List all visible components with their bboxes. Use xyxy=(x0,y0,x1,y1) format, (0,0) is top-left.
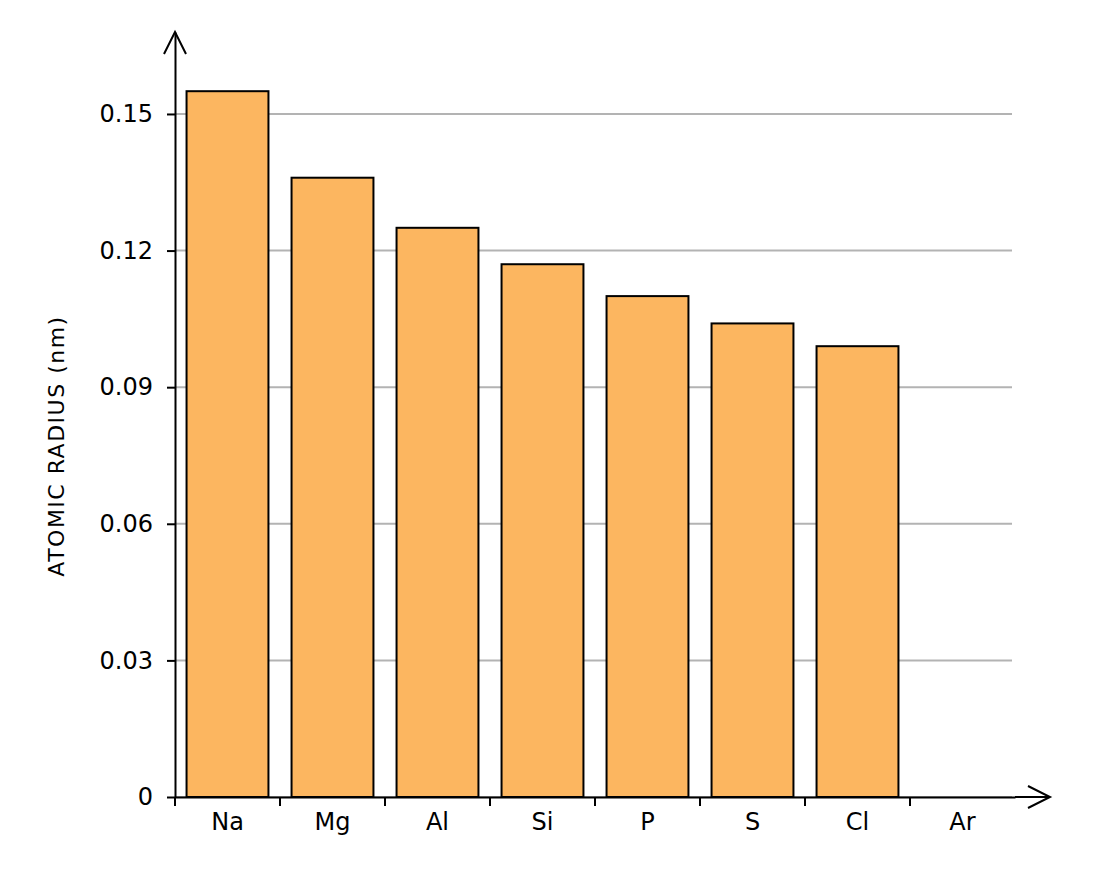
x-divider xyxy=(279,797,281,806)
y-tick-label: 0.06 xyxy=(100,510,153,538)
y-tick-mark xyxy=(167,660,175,662)
y-tick: 0.15 xyxy=(100,100,175,128)
x-tick-label: S xyxy=(745,808,760,836)
y-axis: 0 0.03 0.06 0.09 0.12 0.15 xyxy=(100,33,176,812)
y-tick-label: 0.09 xyxy=(100,373,153,401)
x-divider xyxy=(594,797,596,806)
y-tick-label: 0.03 xyxy=(100,647,153,675)
x-axis: Na Mg Al Si P S Cl Ar xyxy=(176,797,1016,836)
bar xyxy=(607,296,689,797)
x-tick: Na xyxy=(211,797,244,836)
x-tick: Cl xyxy=(846,797,869,836)
x-divider xyxy=(489,797,491,806)
y-tick-mark xyxy=(167,387,175,389)
y-tick: 0.06 xyxy=(100,510,175,538)
x-divider xyxy=(804,797,806,806)
x-divider xyxy=(384,797,386,806)
chart: 0 0.03 0.06 0.09 0.12 0.15 Na Mg Al Si P S Cl Ar ATOMI… xyxy=(0,0,1100,882)
y-axis-arrow xyxy=(164,32,186,54)
grid-line xyxy=(175,113,1012,115)
bar xyxy=(817,346,899,797)
bar xyxy=(502,264,584,797)
y-axis-title: ATOMIC RADIUS (nm) xyxy=(44,315,69,576)
x-tick: Ar xyxy=(949,797,975,836)
x-tick-label: Al xyxy=(426,808,449,836)
y-tick-label: 0 xyxy=(138,783,153,811)
bar xyxy=(292,178,374,797)
y-tick-mark xyxy=(167,797,175,799)
x-tick-label: Cl xyxy=(846,808,869,836)
x-axis-extension xyxy=(1015,796,1050,798)
y-tick-label: 0.15 xyxy=(100,100,153,128)
y-tick-label: 0.12 xyxy=(100,237,153,265)
y-tick: 0 xyxy=(138,783,175,811)
y-tick: 0.12 xyxy=(100,237,175,265)
x-tick-label: Na xyxy=(211,808,244,836)
x-tick-label: Si xyxy=(532,808,554,836)
x-tick: Si xyxy=(532,797,554,836)
grid xyxy=(175,114,1012,797)
y-tick-mark xyxy=(167,113,175,115)
y-axis-line xyxy=(175,33,177,798)
x-tick-label: Ar xyxy=(949,808,975,836)
bar xyxy=(712,323,794,797)
x-tick: P xyxy=(640,797,654,836)
y-tick: 0.09 xyxy=(100,373,175,401)
y-tick-mark xyxy=(167,250,175,252)
y-tick-mark xyxy=(167,523,175,525)
x-tick-label: Mg xyxy=(315,808,351,836)
x-axis-arrow xyxy=(1028,786,1050,808)
x-divider xyxy=(699,797,701,806)
x-divider xyxy=(174,797,176,806)
bars xyxy=(187,91,899,797)
x-tick: Mg xyxy=(315,797,351,836)
x-divider xyxy=(909,797,911,806)
x-tick: S xyxy=(745,797,760,836)
x-tick-label: P xyxy=(640,808,654,836)
bar xyxy=(187,91,269,797)
y-tick: 0.03 xyxy=(100,647,175,675)
x-tick: Al xyxy=(426,797,449,836)
bar xyxy=(397,228,479,797)
